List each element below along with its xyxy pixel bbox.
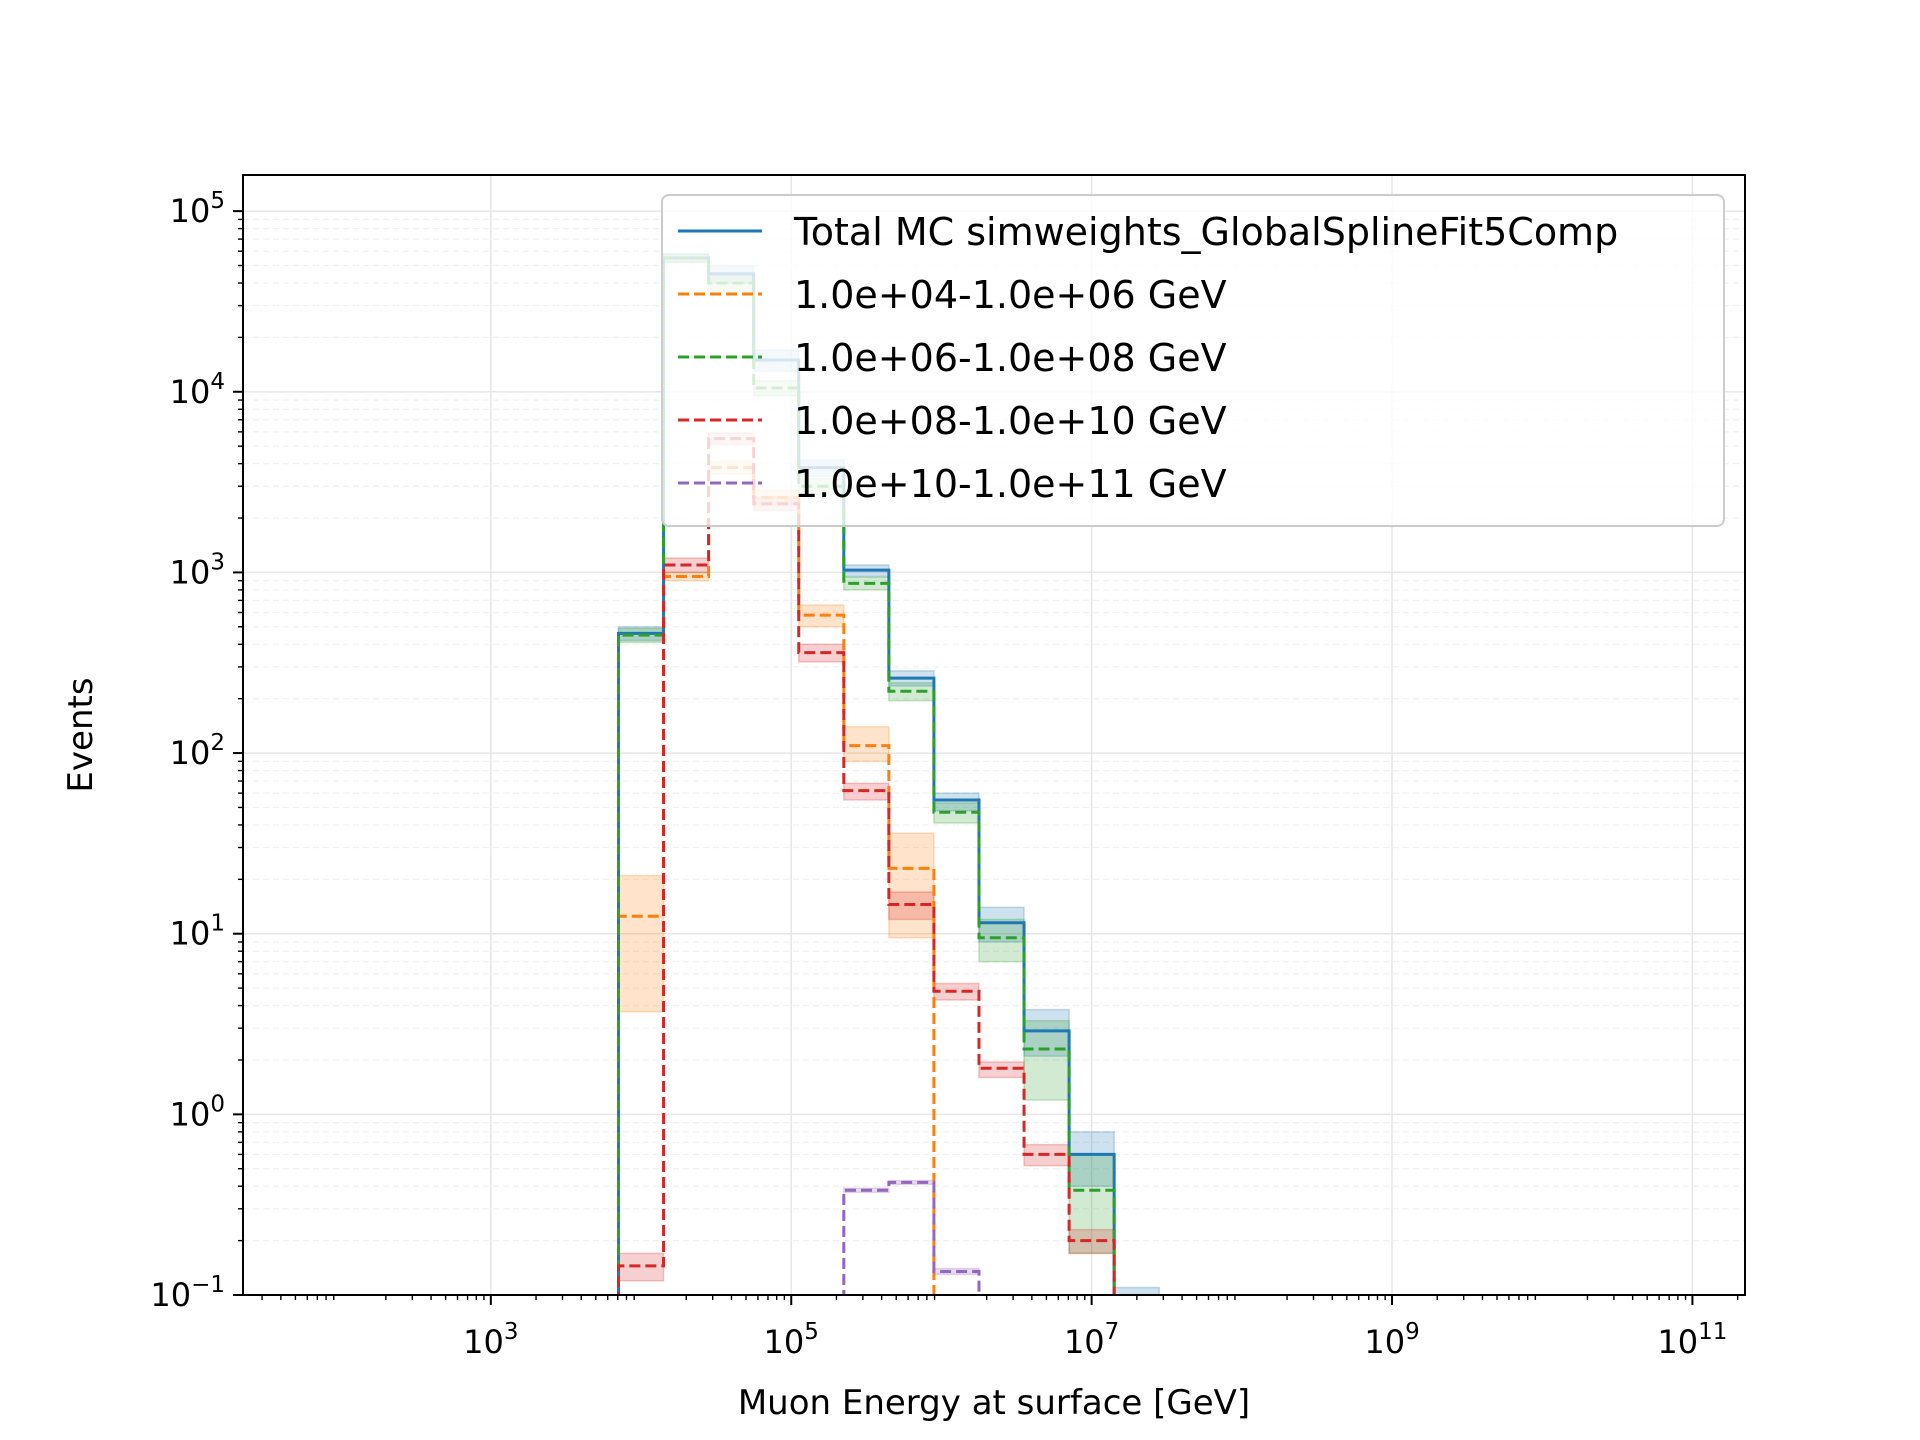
legend-label: 1.0e+08-1.0e+10 GeV [794, 399, 1227, 443]
y-tick-label: 10−1 [150, 1272, 225, 1314]
legend-label: 1.0e+04-1.0e+06 GeV [794, 273, 1227, 317]
x-tick-labels: 103 105 107 109 1011 [463, 1319, 1727, 1361]
legend-frame [661, 194, 1725, 527]
y-tick-labels: 10−1 100 101 102 103 104 105 [150, 188, 225, 1314]
error-band [1023, 1019, 1070, 1101]
y-tick-label: 102 [170, 730, 225, 772]
legend-label: 1.0e+06-1.0e+08 GeV [794, 336, 1227, 380]
x-tick-label: 107 [1064, 1319, 1119, 1361]
error-band [617, 1252, 665, 1282]
x-tick-label: 1011 [1657, 1319, 1727, 1361]
series-line [617, 437, 1116, 1295]
legend: Total MC simweights_GlobalSplineFit5Comp… [661, 194, 1725, 527]
error-band [1113, 1286, 1160, 1295]
legend-label: Total MC simweights_GlobalSplineFit5Comp [793, 210, 1618, 254]
axis-ticks [233, 210, 1739, 1305]
x-axis-title: Muon Energy at surface [GeV] [738, 1383, 1250, 1423]
y-tick-label: 105 [170, 188, 225, 230]
y-tick-label: 104 [170, 369, 225, 411]
plot-frame [242, 174, 1746, 1296]
legend-label: 1.0e+10-1.0e+11 GeV [794, 462, 1227, 506]
error-band [1068, 1228, 1115, 1255]
series-line [842, 1180, 981, 1295]
error-band [888, 832, 935, 939]
x-tick-label: 105 [764, 1319, 819, 1361]
y-tick-label: 100 [170, 1091, 225, 1133]
x-tick-label: 103 [463, 1319, 518, 1361]
y-tick-label: 101 [170, 911, 225, 953]
error-band [843, 725, 890, 763]
error-band [978, 918, 1025, 963]
x-tick-label: 109 [1364, 1319, 1419, 1361]
y-tick-label: 103 [170, 549, 225, 591]
y-axis-title: Events [61, 677, 101, 792]
error-band [617, 874, 665, 1013]
